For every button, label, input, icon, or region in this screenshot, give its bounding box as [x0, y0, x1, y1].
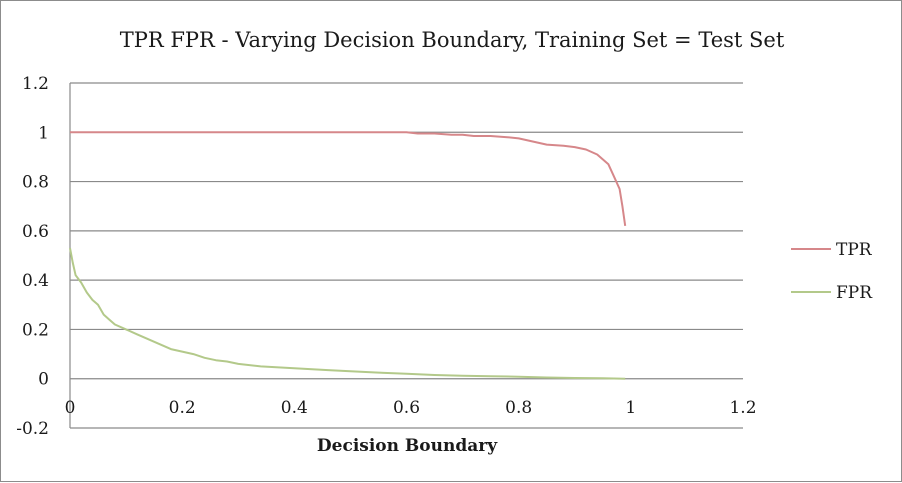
legend-label-tpr: TPR [836, 240, 873, 260]
y-tick-label: 1 [38, 123, 49, 143]
x-axis-title: Decision Boundary [317, 436, 498, 456]
y-tick-label: 0 [38, 370, 49, 390]
x-tick-label: 0.6 [393, 398, 420, 418]
series-lines [69, 131, 627, 380]
y-tick-label: 0.8 [22, 173, 49, 193]
y-tick-label: -0.2 [16, 419, 49, 439]
series-line-tpr [70, 131, 627, 227]
y-tick-label: 0.2 [22, 320, 49, 340]
grid-lines [70, 82, 743, 429]
chart-title: TPR FPR - Varying Decision Boundary, Tra… [120, 28, 785, 52]
legend-label-fpr: FPR [836, 283, 873, 303]
y-tick-label: 1.2 [22, 74, 49, 94]
x-tick-label: 0.8 [505, 398, 532, 418]
x-tick-label: 1.2 [729, 398, 756, 418]
series-line-fpr [69, 247, 626, 380]
x-tick-label: 1 [625, 398, 636, 418]
x-tick-label: 0.4 [281, 398, 308, 418]
x-tick-label: 0 [65, 398, 76, 418]
axes [69, 83, 743, 428]
tick-labels: 1.2 1 0.8 0.6 0.4 0.2 0 -0.2 0 0.2 0.4 0.6 0.8 1 1.2 [16, 74, 756, 439]
x-tick-label: 0.2 [169, 398, 196, 418]
legend: TPR FPR [791, 240, 873, 303]
y-tick-label: 0.4 [22, 271, 49, 291]
y-tick-label: 0.6 [22, 222, 49, 242]
